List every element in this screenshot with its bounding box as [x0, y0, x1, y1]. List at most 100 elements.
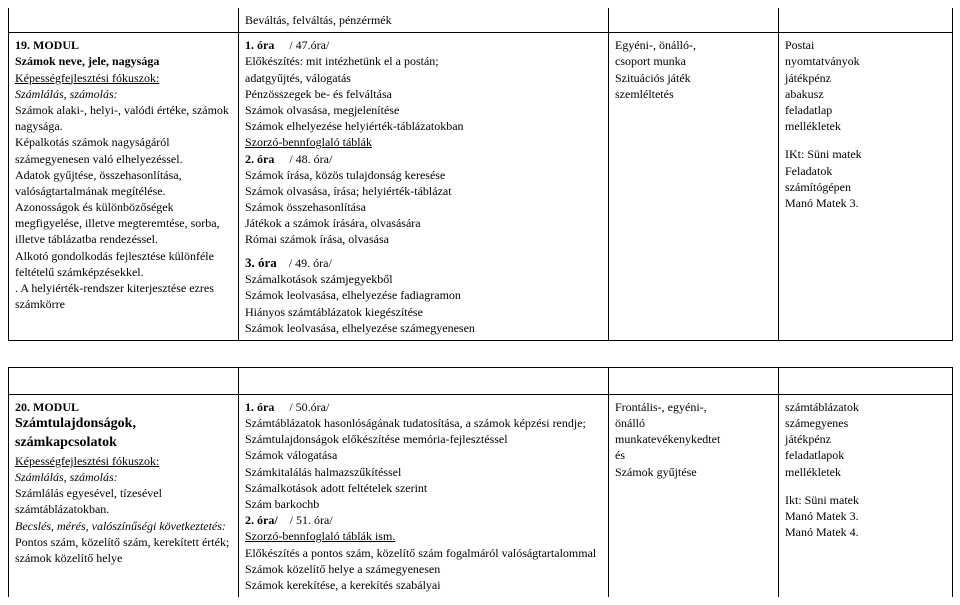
- mod19-t2: nyomtatványok: [785, 53, 946, 69]
- mod19-l1e: Számok elhelyezése helyiérték-táblázatok…: [245, 118, 602, 134]
- mod19-l1-head: 1. óra / 47.óra/: [245, 37, 602, 53]
- mod19-title: 19. MODUL: [15, 37, 232, 53]
- mod19-d4: Azonosságok és különbözőségek megfigyelé…: [15, 199, 232, 248]
- mod20-m3: munkatevékenykedtet: [615, 431, 772, 447]
- mod19-tools: Postai nyomtatványok játékpénz abakusz f…: [779, 33, 953, 341]
- mod19-focus-label: Képességfejlesztési fókuszok:: [15, 70, 232, 86]
- mod20-l1c: Számok válogatása: [245, 447, 602, 463]
- mod19-d6: . A helyiérték-rendszer kiterjesztése ez…: [15, 280, 232, 312]
- mod20-t7: Manó Matek 3.: [785, 508, 946, 524]
- mod20-t6: Ikt: Süni matek: [785, 492, 946, 508]
- mod19-t10: Manó Matek 3.: [785, 195, 946, 211]
- mod19-left: 19. MODUL Számok neve, jele, nagysága Ké…: [9, 33, 239, 341]
- mod19-m3: Szituációs játék: [615, 70, 772, 86]
- mod19-d2: Képalkotás számok nagyságáról számegyene…: [15, 134, 232, 166]
- mod20-t2: számegyenes: [785, 415, 946, 431]
- spacer: [779, 340, 953, 367]
- mod20-hdr-c1: [9, 367, 239, 394]
- mod19-d5: Alkotó gondolkodás fejlesztése különféle…: [15, 248, 232, 280]
- mod20-methods: Frontális-, egyéni-, önálló munkatevéken…: [609, 394, 779, 597]
- mod20-l1d: Számkitalálás halmazszűkítéssel: [245, 464, 602, 480]
- mod20-focus1: Számlálás, számolás:: [15, 469, 232, 485]
- mod20-l1-head: 1. óra / 50.óra/: [245, 399, 602, 415]
- mod20-focus2: Becslés, mérés, valószínűségi következte…: [15, 518, 232, 534]
- mod19-subtitle: Számok neve, jele, nagysága: [15, 53, 232, 69]
- mod19-l2-ora: 2. óra: [245, 152, 274, 166]
- mod19-l3b: Számok leolvasása, elhelyezése fadiagram…: [245, 287, 602, 303]
- mod19-l1c: Pénzösszegek be- és felváltása: [245, 86, 602, 102]
- mod20-m4: és: [615, 447, 772, 463]
- mod20-d1: Számlálás egyesével, tízesével számtáblá…: [15, 485, 232, 517]
- mod20-l2b: Előkészítés a pontos szám, közelítő szám…: [245, 545, 602, 561]
- mod20-lessons: 1. óra / 50.óra/ Számtáblázatok hasonlós…: [239, 394, 609, 597]
- mod20-l1e: Számalkotások adott feltételek szerint: [245, 480, 602, 496]
- mod20-m1: Frontális-, egyéni-,: [615, 399, 772, 415]
- mod19-l2-ref: / 48. óra/: [289, 152, 332, 166]
- mod20-hdr-c3: [609, 367, 779, 394]
- mod19-m1: Egyéni-, önálló-,: [615, 37, 772, 53]
- mod19-m2: csoport munka: [615, 53, 772, 69]
- mod19-l2b: Számok olvasása, írása; helyiérték-táblá…: [245, 183, 602, 199]
- mod19-t7: IKt: Süni matek: [785, 146, 946, 162]
- mod19-t3: játékpénz: [785, 70, 946, 86]
- mod20-m2: önálló: [615, 415, 772, 431]
- row1-col2: Beváltás, felváltás, pénzérmék: [239, 8, 609, 33]
- mod19-l3c: Hiányos számtáblázatok kiegészítése: [245, 304, 602, 320]
- row1-col4: [779, 8, 953, 33]
- mod20-l1f: Szám barkochb: [245, 496, 602, 512]
- mod19-m4: szemléltetés: [615, 86, 772, 102]
- mod20-l2-ref: / 51. óra/: [290, 513, 333, 527]
- mod19-focus1: Számlálás, számolás:: [15, 86, 232, 102]
- gap: [785, 480, 946, 492]
- mod20-sub2: számkapcsolatok: [15, 434, 232, 453]
- mod19-t6: mellékletek: [785, 118, 946, 134]
- mod20-t1: számtáblázatok: [785, 399, 946, 415]
- mod20-l2-head: 2. óra/ / 51. óra/: [245, 512, 602, 528]
- mod19-l3-ora: 3. óra: [245, 255, 277, 270]
- spacer: [609, 340, 779, 367]
- mod19-d1: Számok alaki-, helyi-, valódi értéke, sz…: [15, 102, 232, 134]
- mod20-l1-ora: 1. óra: [245, 400, 274, 414]
- mod19-l1-ora: 1. óra: [245, 38, 274, 52]
- mod20-m5: Számok gyűjtése: [615, 464, 772, 480]
- mod20-title: 20. MODUL: [15, 399, 232, 415]
- mod19-l2a: Számok írása, közös tulajdonság keresése: [245, 167, 602, 183]
- mod19-methods: Egyéni-, önálló-, csoport munka Szituáci…: [609, 33, 779, 341]
- mod19-l3-head: 3. óra / 49. óra/: [245, 254, 602, 272]
- mod19-d3: Adatok gyűjtése, összehasonlítása, valós…: [15, 167, 232, 199]
- mod20-hdr-c2: [239, 367, 609, 394]
- mod19-t4: abakusz: [785, 86, 946, 102]
- mod20-left: 20. MODUL Számtulajdonságok, számkapcsol…: [9, 394, 239, 597]
- mod20-l1-ref: / 50.óra/: [289, 400, 329, 414]
- mod19-l2-head: 2. óra / 48. óra/: [245, 151, 602, 167]
- gap: [785, 134, 946, 146]
- mod19-l2e: Római számok írása, olvasása: [245, 231, 602, 247]
- mod20-t4: feladatlapok: [785, 447, 946, 463]
- mod19-lessons: 1. óra / 47.óra/ Előkészítés: mit intézh…: [239, 33, 609, 341]
- mod19-l1b: adatgyűjtés, válogatás: [245, 70, 602, 86]
- mod20-sub1: Számtulajdonságok,: [15, 415, 232, 434]
- mod19-l2d: Játékok a számok írására, olvasására: [245, 215, 602, 231]
- mod20-l2d: Számok kerekítése, a kerekítés szabályai: [245, 577, 602, 593]
- mod19-t1: Postai: [785, 37, 946, 53]
- mod20-d2: Pontos szám, közelítő szám, kerekített é…: [15, 534, 232, 566]
- mod19-l3-ref: / 49. óra/: [289, 256, 332, 270]
- mod19-l1d: Számok olvasása, megjelenítése: [245, 102, 602, 118]
- mod20-t8: Manó Matek 4.: [785, 524, 946, 540]
- mod20-l1a: Számtáblázatok hasonlóságának tudatosítá…: [245, 415, 602, 431]
- header-text: Beváltás, felváltás, pénzérmék: [245, 13, 392, 27]
- mod20-t3: játékpénz: [785, 431, 946, 447]
- mod19-t5: feladatlap: [785, 102, 946, 118]
- mod20-t5: mellékletek: [785, 464, 946, 480]
- mod19-l1a: Előkészítés: mit intézhetünk el a postán…: [245, 53, 602, 69]
- row1-col3: [609, 8, 779, 33]
- mod19-t9: számítógépen: [785, 179, 946, 195]
- mod19-l2c: Számok összehasonlítása: [245, 199, 602, 215]
- mod20-l2c: Számok közelítő helye a számegyenesen: [245, 561, 602, 577]
- mod19-l1f: Szorzó-bennfoglaló táblák: [245, 134, 602, 150]
- mod19-l1-ref: / 47.óra/: [289, 38, 329, 52]
- mod20-hdr-c4: [779, 367, 953, 394]
- spacer: [9, 340, 239, 367]
- mod19-l3d: Számok leolvasása, elhelyezése számegyen…: [245, 320, 602, 336]
- mod20-l2a: Szorzó-bennfoglaló táblák ism.: [245, 528, 602, 544]
